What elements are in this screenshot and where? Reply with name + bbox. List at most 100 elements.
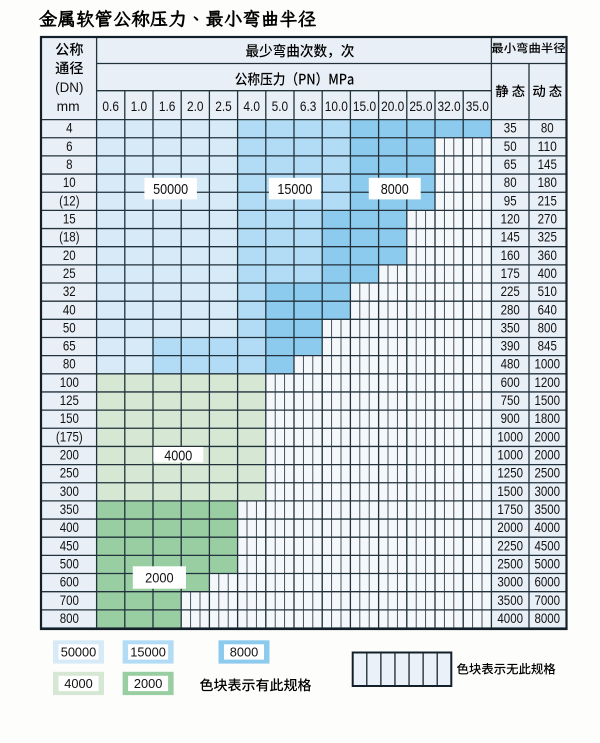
svg-text:15.0: 15.0: [353, 98, 376, 114]
svg-text:80: 80: [504, 175, 517, 190]
svg-text:4.0: 4.0: [243, 98, 260, 114]
svg-text:mm: mm: [57, 99, 80, 114]
svg-text:50: 50: [63, 320, 76, 335]
svg-text:15000: 15000: [130, 645, 166, 660]
svg-text:8000: 8000: [381, 181, 409, 198]
svg-text:350: 350: [501, 320, 521, 335]
svg-text:32.0: 32.0: [438, 98, 461, 114]
svg-text:2000: 2000: [497, 520, 523, 535]
svg-text:800: 800: [60, 611, 80, 626]
svg-text:0.6: 0.6: [102, 98, 119, 114]
svg-text:1200: 1200: [534, 375, 560, 390]
svg-text:1000: 1000: [534, 357, 560, 372]
svg-text:125: 125: [60, 393, 80, 408]
svg-text:2000: 2000: [145, 570, 174, 586]
svg-text:5000: 5000: [534, 556, 560, 571]
svg-text:225: 225: [501, 284, 521, 299]
svg-text:6: 6: [66, 139, 73, 154]
svg-text:4000: 4000: [497, 611, 523, 626]
svg-text:1750: 1750: [497, 502, 523, 517]
svg-text:1800: 1800: [534, 411, 560, 426]
svg-text:900: 900: [501, 411, 521, 426]
svg-text:20.0: 20.0: [381, 98, 404, 114]
svg-text:65: 65: [504, 157, 517, 172]
svg-text:480: 480: [501, 357, 521, 372]
svg-text:15000: 15000: [277, 181, 312, 198]
svg-text:2500: 2500: [497, 556, 523, 571]
svg-text:120: 120: [501, 211, 521, 226]
svg-text:40: 40: [63, 302, 76, 317]
svg-text:3000: 3000: [497, 575, 523, 590]
svg-text:2500: 2500: [534, 466, 560, 481]
svg-text:1.0: 1.0: [131, 98, 148, 114]
svg-text:35.0: 35.0: [466, 98, 489, 114]
svg-text:500: 500: [60, 556, 80, 571]
svg-text:95: 95: [504, 193, 517, 208]
svg-text:2000: 2000: [134, 676, 162, 691]
svg-text:360: 360: [538, 248, 558, 263]
svg-text:400: 400: [538, 266, 558, 281]
svg-text:600: 600: [60, 575, 80, 590]
svg-text:50000: 50000: [61, 645, 97, 660]
svg-text:270: 270: [538, 211, 558, 226]
svg-text:4000: 4000: [534, 520, 560, 535]
svg-text:2250: 2250: [497, 538, 523, 553]
svg-text:510: 510: [538, 284, 558, 299]
svg-text:25.0: 25.0: [409, 98, 432, 114]
svg-text:145: 145: [538, 157, 558, 172]
svg-text:300: 300: [60, 484, 80, 499]
svg-text:200: 200: [60, 448, 80, 463]
svg-text:4: 4: [66, 121, 73, 136]
svg-text:80: 80: [63, 357, 76, 372]
svg-text:3500: 3500: [534, 502, 560, 517]
svg-text:250: 250: [60, 466, 80, 481]
svg-text:8: 8: [66, 157, 73, 172]
svg-text:7000: 7000: [534, 593, 560, 608]
svg-text:350: 350: [60, 502, 80, 517]
svg-text:1000: 1000: [497, 429, 523, 444]
svg-text:1500: 1500: [534, 393, 560, 408]
svg-text:6.3: 6.3: [300, 98, 317, 114]
svg-text:50000: 50000: [153, 181, 188, 198]
svg-text:100: 100: [60, 375, 80, 390]
svg-text:(175): (175): [56, 429, 83, 444]
svg-text:32: 32: [63, 284, 76, 299]
svg-text:110: 110: [538, 139, 558, 154]
svg-text:50: 50: [504, 139, 517, 154]
svg-text:(12): (12): [59, 193, 79, 208]
svg-text:845: 845: [538, 339, 558, 354]
svg-text:8000: 8000: [534, 611, 560, 626]
svg-text:400: 400: [60, 520, 80, 535]
svg-text:10: 10: [63, 175, 76, 190]
svg-text:800: 800: [538, 320, 558, 335]
svg-text:3500: 3500: [497, 593, 523, 608]
svg-text:2.5: 2.5: [215, 98, 232, 114]
svg-text:(DN): (DN): [55, 80, 83, 95]
svg-text:1500: 1500: [497, 484, 523, 499]
svg-text:8000: 8000: [230, 645, 258, 660]
svg-text:280: 280: [501, 302, 521, 317]
svg-text:145: 145: [501, 230, 521, 245]
svg-text:1000: 1000: [497, 448, 523, 463]
svg-text:390: 390: [501, 339, 521, 354]
svg-text:5.0: 5.0: [272, 98, 289, 114]
svg-text:6000: 6000: [534, 575, 560, 590]
svg-text:160: 160: [501, 248, 521, 263]
svg-text:15: 15: [63, 211, 76, 226]
svg-text:2.0: 2.0: [187, 98, 204, 114]
svg-text:600: 600: [501, 375, 521, 390]
svg-text:450: 450: [60, 538, 80, 553]
svg-text:1250: 1250: [497, 466, 523, 481]
svg-text:640: 640: [538, 302, 558, 317]
svg-text:65: 65: [63, 339, 76, 354]
svg-text:20: 20: [63, 248, 76, 263]
svg-text:700: 700: [60, 593, 80, 608]
svg-text:4500: 4500: [534, 538, 560, 553]
svg-text:3000: 3000: [534, 484, 560, 499]
svg-text:175: 175: [501, 266, 521, 281]
svg-text:4000: 4000: [164, 448, 192, 465]
svg-text:2000: 2000: [534, 429, 560, 444]
svg-text:750: 750: [501, 393, 521, 408]
svg-text:10.0: 10.0: [325, 98, 348, 114]
svg-text:25: 25: [63, 266, 76, 281]
